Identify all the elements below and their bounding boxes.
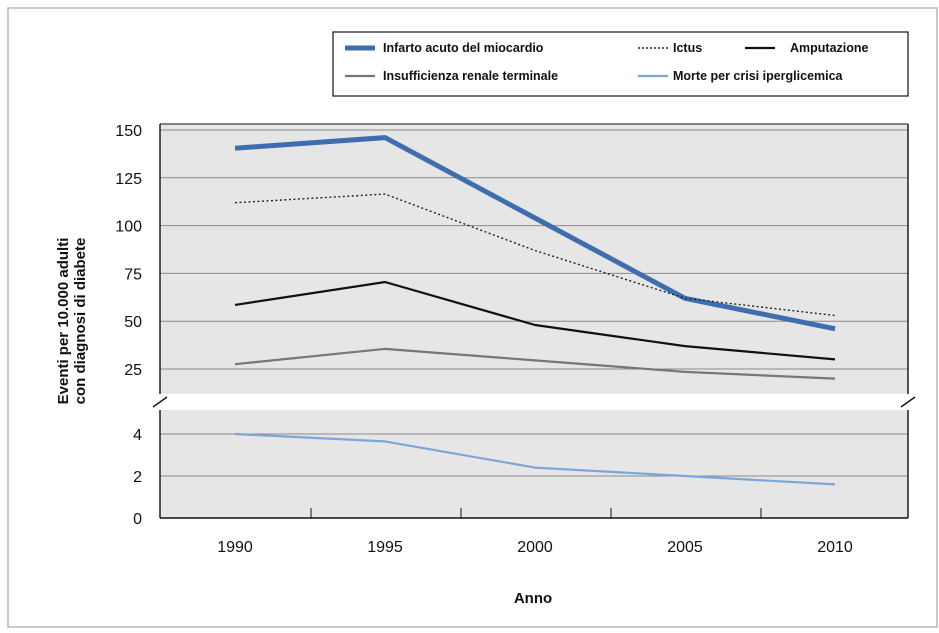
x-tick-label: 2000 bbox=[517, 539, 553, 556]
y-tick-label: 4 bbox=[133, 427, 142, 444]
plot-area-upper bbox=[160, 124, 908, 394]
axis-break-mark-right bbox=[900, 396, 916, 408]
legend-label-infarto: Infarto acuto del miocardio bbox=[383, 41, 544, 55]
x-tick-label: 2005 bbox=[667, 539, 703, 556]
y-tick-label: 0 bbox=[133, 511, 142, 528]
legend-box bbox=[332, 31, 909, 97]
y-axis-ticks: 25 50 75 100 125 150 0 2 4 bbox=[115, 123, 142, 528]
y-tick-label: 50 bbox=[124, 314, 142, 331]
series-line-3 bbox=[234, 347, 836, 380]
y-tick-label: 75 bbox=[124, 266, 142, 283]
series-line-0 bbox=[234, 135, 836, 332]
series-line-4 bbox=[234, 432, 836, 486]
axis-break-mark-left bbox=[152, 396, 168, 408]
series-line-1 bbox=[234, 193, 836, 317]
y-tick-label: 125 bbox=[115, 171, 142, 188]
legend: Infarto acuto del miocardio Ictus Amputa… bbox=[332, 31, 909, 97]
x-axis-title: Anno bbox=[514, 590, 552, 607]
y-tick-label: 2 bbox=[133, 469, 142, 486]
x-tick-label: 1990 bbox=[217, 539, 253, 556]
plot-area-lower bbox=[160, 410, 908, 518]
y-tick-label: 150 bbox=[115, 123, 142, 140]
series-layer bbox=[234, 135, 836, 486]
x-tick-label: 1995 bbox=[367, 539, 403, 556]
y-tick-label: 100 bbox=[115, 219, 142, 236]
legend-label-amputazione: Amputazione bbox=[790, 41, 869, 55]
x-axis-ticks: 1990 1995 2000 2005 2010 bbox=[217, 508, 853, 556]
y-axis-title-line2: con diagnosi di diabete bbox=[72, 238, 89, 405]
gridlines-lower bbox=[160, 433, 908, 477]
y-axis-title-line1: Eventi per 10.000 adulti bbox=[55, 238, 72, 405]
legend-label-morte: Morte per crisi iperglicemica bbox=[673, 69, 844, 83]
legend-label-insufficienza: Insufficienza renale terminale bbox=[383, 69, 558, 83]
y-tick-label: 25 bbox=[124, 362, 142, 379]
x-tick-label: 2010 bbox=[817, 539, 853, 556]
series-line-2 bbox=[234, 280, 836, 361]
legend-label-ictus: Ictus bbox=[673, 41, 702, 55]
gridlines-upper bbox=[160, 129, 908, 370]
